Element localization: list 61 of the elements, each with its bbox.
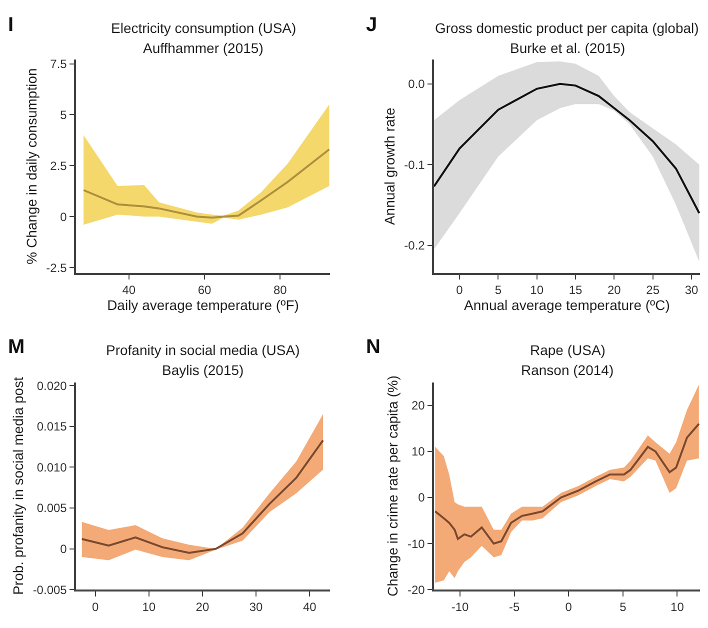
x-tick-label: 80 xyxy=(273,282,288,297)
y-tick-label: 0.005 xyxy=(36,501,68,516)
x-axis-title: Annual average temperature (ºC) xyxy=(464,296,670,313)
y-tick-label: 0.015 xyxy=(36,420,68,434)
line-series xyxy=(434,422,700,545)
y-tick-label: -0.2 xyxy=(404,238,426,253)
chart-title: Electricity consumption (USA) xyxy=(111,20,296,36)
x-tick-label: 10 xyxy=(530,282,544,297)
x-tick-label: 0 xyxy=(92,600,99,614)
x-tick-label: 20 xyxy=(607,282,622,297)
y-tick-label: -0.1 xyxy=(404,158,426,172)
y-tick-label: 0 xyxy=(60,210,68,224)
chart-subtitle: Baylis (2015) xyxy=(162,362,244,378)
y-tick-label: -10 xyxy=(408,536,426,551)
y-tick-label: 5 xyxy=(60,108,68,122)
x-tick-label: 5 xyxy=(620,600,627,614)
chart-subtitle: Auffhammer (2015) xyxy=(143,40,264,56)
x-axis-title: Daily average temperature (ºF) xyxy=(107,296,299,313)
y-axis-title: % Change in daily consumption xyxy=(23,68,40,264)
x-tick-label: 30 xyxy=(249,600,264,614)
x-tick-label: 5 xyxy=(494,282,502,297)
y-tick-label: 10 xyxy=(411,444,426,459)
y-tick-label: 0.020 xyxy=(36,378,68,393)
y-tick-label: -20 xyxy=(408,582,426,597)
x-tick-label: -5 xyxy=(509,600,520,614)
y-axis-title: Change in crime rate per capita (%) xyxy=(384,375,401,596)
x-tick-label: 10 xyxy=(142,600,156,614)
x-tick-label: 40 xyxy=(122,282,136,297)
text: J xyxy=(366,14,378,36)
y-tick-label: 2.5 xyxy=(50,158,68,173)
x-tick-label: -10 xyxy=(451,600,470,614)
y-tick-label: 7.5 xyxy=(50,56,68,71)
y-axis-title: Prob. profanity in social media post xyxy=(10,376,26,595)
x-tick-label: 60 xyxy=(198,282,212,297)
chart-subtitle: Ranson (2014) xyxy=(521,362,614,378)
text: I xyxy=(8,14,14,36)
y-tick-label: -2.5 xyxy=(46,260,68,275)
line-series xyxy=(434,82,700,214)
x-tick-label: 0 xyxy=(456,282,464,297)
line-series xyxy=(80,439,324,554)
x-tick-label: 0 xyxy=(565,600,572,614)
x-tick-label: 15 xyxy=(568,282,583,297)
chart-title: Rape (USA) xyxy=(530,342,606,358)
y-axis-title: Annual growth rate xyxy=(381,107,398,226)
x-tick-label: 30 xyxy=(684,282,698,297)
x-tick-label: 20 xyxy=(196,600,210,614)
line-series xyxy=(82,148,330,219)
text: N xyxy=(366,336,380,358)
y-tick-label: 0 xyxy=(418,490,426,505)
y-tick-label: 0.010 xyxy=(36,460,68,474)
x-tick-label: 25 xyxy=(646,282,660,297)
y-tick-label: 0 xyxy=(60,542,68,556)
y-tick-label: 20 xyxy=(411,398,426,413)
chart-subtitle: Burke et al. (2015) xyxy=(510,40,626,56)
chart-title: Gross domestic product per capita (global) xyxy=(435,20,699,36)
chart-title: Profanity in social media (USA) xyxy=(106,342,300,358)
x-tick-label: 10 xyxy=(670,600,684,614)
y-tick-label: 0.0 xyxy=(408,77,426,92)
y-tick-label: -0.005 xyxy=(32,582,68,597)
text: M xyxy=(8,336,25,358)
x-tick-label: 40 xyxy=(302,600,317,614)
